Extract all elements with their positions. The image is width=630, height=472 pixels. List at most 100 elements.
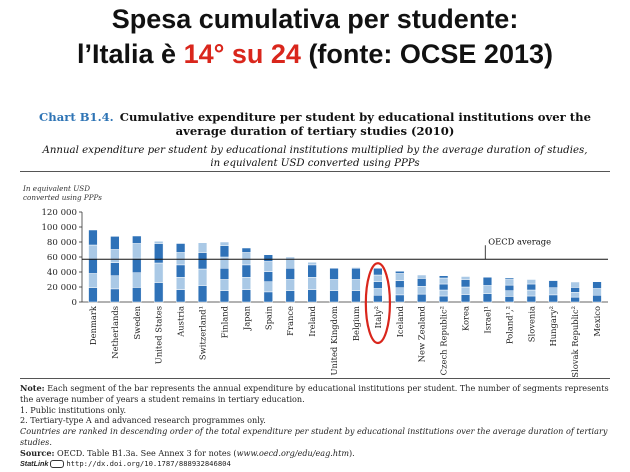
x-tick-label: Czech Republic²: [439, 306, 449, 375]
bar-segment-ireland: [307, 262, 317, 266]
bar-segment-france: [285, 290, 295, 303]
bar-segment-sweden: [132, 235, 142, 244]
bar-segment-denmark: [88, 287, 98, 303]
bar-segment-united-kingdom: [329, 279, 339, 291]
slide-title-highlight: 14° su 24: [183, 39, 301, 69]
bar-segment-iceland: [395, 287, 405, 296]
bar-segment-netherlands: [110, 288, 120, 303]
x-tick-label: Switzerland¹: [198, 306, 208, 360]
bar-segment-italy: [373, 274, 383, 282]
y-tick-label: 20 000: [47, 283, 77, 293]
bar-segment-poland: [504, 290, 515, 297]
bar-segment-austria: [175, 289, 186, 303]
bar-segment-korea: [460, 276, 471, 280]
bar-segment-switzerland: [197, 268, 208, 286]
x-tick-label: Belgium: [351, 306, 361, 341]
chart-title: Cumulative expenditure per student by ed…: [119, 110, 591, 138]
bar-segment-korea: [460, 294, 471, 303]
slide-title-line2: l’Italia è 14° su 24 (fonte: OCSE 2013): [0, 37, 630, 72]
bar-segment-united-states: [154, 243, 164, 264]
bar-segment-belgium: [351, 267, 361, 269]
bar-segment-hungary: [548, 287, 558, 296]
bar-segment-mexico: [592, 288, 602, 296]
oecd-average-label: OECD average: [488, 236, 551, 246]
bar-segment-italy: [373, 268, 383, 276]
statlink-url-link[interactable]: http://dx.doi.org/10.1787/888932846804: [66, 458, 231, 468]
bar-segment-italy: [373, 288, 383, 296]
bar-segment-sweden: [132, 243, 142, 259]
bar-segment-spain: [263, 254, 273, 262]
bar-segment-finland: [219, 268, 230, 280]
bar-segment-new-zealand: [417, 293, 427, 303]
bar-segment-belgium: [351, 268, 361, 280]
source-label: Source:: [20, 447, 55, 458]
bar-segment-czech-republic: [438, 277, 449, 285]
bar-segment-denmark: [88, 229, 98, 246]
source-url-link[interactable]: www.oecd.org/edu/eag.htm: [236, 447, 350, 458]
bar-segment-belgium: [351, 279, 361, 291]
x-tick-label: Ireland: [307, 305, 317, 336]
bar-segment-czech-republic: [438, 275, 449, 279]
bar-segment-czech-republic: [438, 295, 449, 303]
bar-segment-italy: [373, 281, 383, 289]
bar-segment-israel: [482, 293, 493, 303]
bar-segment-hungary: [548, 280, 558, 288]
source-text: OECD. Table B1.3a. See Annex 3 for notes…: [57, 447, 237, 458]
bar-segment-ireland: [307, 277, 317, 290]
bar-segment-israel: [482, 277, 493, 286]
y-axis-label: In equivalent USD converted using PPPs: [23, 184, 133, 202]
ranking-note: Countries are ranked in descending order…: [20, 426, 608, 447]
bar-segment-iceland: [395, 271, 405, 274]
x-tick-label: France: [285, 306, 295, 336]
x-tick-label: Sweden: [132, 305, 142, 339]
bar-segment-japan: [241, 252, 252, 266]
chart-number: Chart B1.4.: [39, 110, 114, 124]
header-rule: [20, 171, 610, 172]
chart-heading: Chart B1.4. Cumulative expenditure per st…: [20, 110, 610, 138]
bar-segment-united-states: [154, 262, 164, 283]
bar-segment-finland: [219, 245, 230, 258]
x-tick-label: Austria: [176, 306, 186, 338]
y-tick-label: 80 000: [47, 238, 77, 248]
x-tick-label: Finland: [219, 305, 229, 338]
bar-segment-denmark: [88, 244, 98, 260]
bar-segment-mexico: [592, 295, 602, 303]
bar-segment-spain: [263, 281, 273, 293]
chart-subtitle-line1: Annual expenditure per student by educat…: [42, 145, 588, 156]
x-tick-label: United States: [154, 306, 164, 364]
bar-segment-slovak-republic: [570, 287, 580, 293]
slide-title-pre: l’Italia è: [77, 39, 184, 69]
statlink-label: StatLink: [20, 458, 49, 468]
bar-segment-denmark: [88, 273, 98, 288]
bar-segment-iceland: [395, 294, 405, 303]
x-tick-label: Netherlands: [110, 306, 120, 359]
y-tick-label: 120 000: [41, 208, 77, 218]
bar-segment-slovak-republic: [570, 282, 580, 288]
bar-segment-japan: [241, 289, 252, 303]
bar-segment-france: [285, 256, 295, 269]
statlink-line: StatLink http://dx.doi.org/10.1787/888932…: [20, 459, 610, 470]
bar-segment-slovak-republic: [570, 292, 580, 298]
bar-segment-korea: [460, 286, 471, 295]
bar-segment-austria: [175, 264, 186, 278]
x-tick-label: Korea: [461, 306, 471, 331]
y-tick-label: 40 000: [47, 268, 77, 278]
stacked-bar-chart: 0 20 000 40 000 60 000 80 000 100 000 120 000 D…: [41, 208, 608, 378]
bar-segment-italy: [373, 295, 383, 303]
y-tick-label: 100 000: [41, 223, 77, 233]
x-tick-label: Israel¹: [482, 306, 492, 334]
x-tick-label: Spain: [263, 305, 273, 330]
bar-segment-slovenia: [526, 279, 536, 285]
bar-segment-austria: [175, 243, 186, 253]
bar-segment-spain: [263, 271, 273, 282]
y-axis-label-line2: converted using PPPs: [23, 193, 102, 202]
y-tick-label: 60 000: [47, 253, 77, 263]
bar-segment-czech-republic: [438, 289, 449, 297]
bar-segment-hungary: [548, 294, 558, 303]
slide-title-post: (fonte: OCSE 2013): [300, 39, 553, 69]
x-tick-label: Iceland: [395, 305, 405, 337]
bar-segment-korea: [460, 279, 471, 288]
bar-segment-iceland: [395, 280, 405, 288]
y-axis-label-line1: In equivalent USD: [23, 184, 90, 193]
bar-segment-finland: [219, 279, 230, 291]
